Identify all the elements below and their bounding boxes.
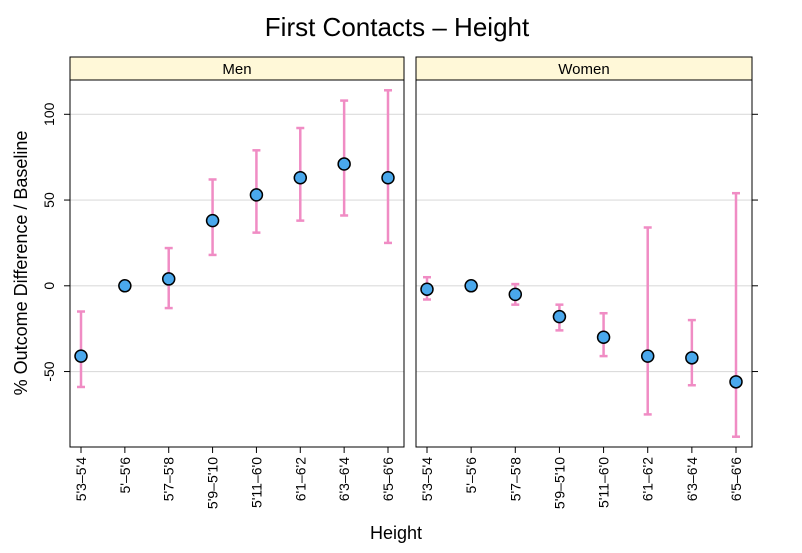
data-point <box>552 309 567 324</box>
x-axis-label: Height <box>370 523 422 543</box>
x-tick-label: 6'3–6'4 <box>336 457 352 501</box>
data-point <box>118 279 132 293</box>
x-tick-label: 5'9–5'10 <box>205 457 221 509</box>
y-tick-label: 50 <box>41 192 57 208</box>
data-point <box>420 282 434 296</box>
panels-layer: Men -50 0 50 100 5'3–5'4 5'–5'6 5'7–5'8 5'9–5'10… <box>41 56 758 509</box>
x-tick-label: 6'5–6'6 <box>728 457 744 501</box>
data-point <box>640 349 655 363</box>
x-tick-label: 6'1–6'2 <box>292 457 308 501</box>
x-tick-label: 5'7–5'8 <box>507 457 523 501</box>
data-point <box>685 351 699 365</box>
error-bar <box>732 191 740 438</box>
data-point <box>74 349 88 363</box>
data-point <box>596 330 611 344</box>
error-bar <box>384 89 392 245</box>
x-tick-label: 6'1–6'2 <box>640 457 656 501</box>
data-point <box>337 157 351 171</box>
data-point <box>161 272 176 286</box>
panel-women: Women 5'3–5'4 5'–5'6 5'7–5'8 5'9–5'10 5'11–6'… <box>415 56 758 509</box>
data-point <box>729 375 743 389</box>
x-tick-label: 5'11–6'0 <box>248 457 264 508</box>
data-point <box>293 171 308 185</box>
x-tick-label: 5'11–6'0 <box>596 457 612 508</box>
panel-frame <box>415 79 753 448</box>
data-point <box>249 188 264 202</box>
data-point <box>381 171 395 185</box>
error-bar <box>77 310 85 389</box>
x-tick-label: 5'–5'6 <box>463 457 479 494</box>
x-tick-label: 5'3–5'4 <box>73 457 89 501</box>
y-tick-label: -50 <box>41 361 57 381</box>
x-tick-label: 5'9–5'10 <box>551 457 567 509</box>
x-tick-label: 6'3–6'4 <box>684 457 700 501</box>
chart-title: First Contacts – Height <box>265 12 530 42</box>
error-bar <box>643 226 652 416</box>
data-point <box>508 287 523 302</box>
panel-strip-label: Women <box>558 61 609 78</box>
y-tick-label: 100 <box>41 102 57 126</box>
x-tick-label: 6'5–6'6 <box>380 457 396 501</box>
y-axis-label: % Outcome Difference / Baseline <box>11 131 31 396</box>
x-tick-label: 5'3–5'4 <box>419 457 435 501</box>
panel-frame <box>69 79 405 448</box>
y-tick-label: 0 <box>41 282 57 290</box>
panel-strip-label: Men <box>222 61 251 78</box>
data-point <box>464 279 478 293</box>
panel-men: Men -50 0 50 100 5'3–5'4 5'–5'6 5'7–5'8 5'9–5'10… <box>41 56 405 509</box>
x-tick-label: 5'7–5'8 <box>161 457 177 501</box>
data-point <box>205 213 220 228</box>
x-tick-label: 5'–5'6 <box>117 457 133 494</box>
